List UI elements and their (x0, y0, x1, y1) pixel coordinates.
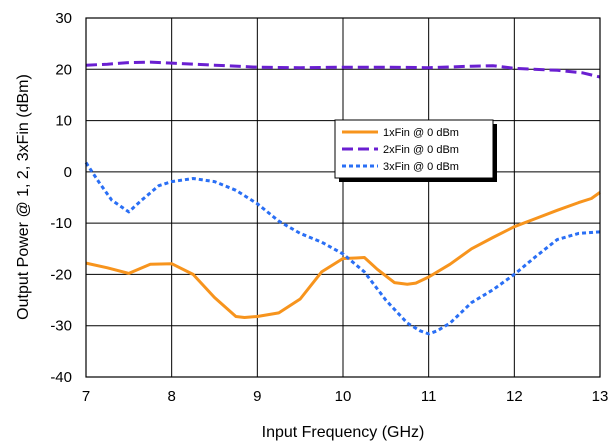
x-axis-ticks: 7 8 9 10 11 12 13 (82, 388, 609, 405)
series-layer (84, 60, 601, 336)
legend-label-2: 2xFin @ 0 dBm (383, 144, 459, 156)
y-tick-label: -10 (50, 215, 72, 232)
y-tick-label: 30 (55, 10, 72, 27)
y-tick-label: -40 (50, 369, 72, 386)
x-tick-label: 12 (506, 388, 523, 405)
plot-frame (85, 17, 601, 378)
x-axis-title: Input Frequency (GHz) (262, 424, 425, 441)
legend-label-3: 3xFin @ 0 dBm (383, 161, 459, 173)
y-axis-ticks: -40 -30 -20 -10 0 10 20 30 (50, 10, 72, 386)
x-tick-label: 10 (335, 388, 352, 405)
y-tick-label: 20 (55, 61, 72, 78)
x-tick-label: 11 (421, 388, 437, 405)
x-tick-label: 13 (592, 388, 609, 405)
y-tick-label: 10 (55, 113, 72, 130)
y-axis-title: Output Power @ 1, 2, 3xFin (dBm) (15, 74, 32, 320)
legend: 1xFin @ 0 dBm 2xFin @ 0 dBm 3xFin @ 0 dBm (334, 119, 497, 182)
series-line-3 (84, 161, 601, 336)
legend-label-1: 1xFin @ 0 dBm (383, 127, 459, 139)
y-tick-label: -30 (50, 318, 72, 335)
series-line-2 (85, 60, 601, 79)
y-tick-label: -20 (50, 266, 72, 283)
x-tick-label: 8 (167, 388, 175, 405)
y-tick-label: 0 (64, 164, 72, 181)
legend-items: 1xFin @ 0 dBm 2xFin @ 0 dBm 3xFin @ 0 dBm (342, 127, 459, 173)
series-line-1 (85, 191, 601, 319)
x-tick-label: 7 (82, 388, 90, 405)
x-tick-label: 9 (253, 388, 261, 405)
